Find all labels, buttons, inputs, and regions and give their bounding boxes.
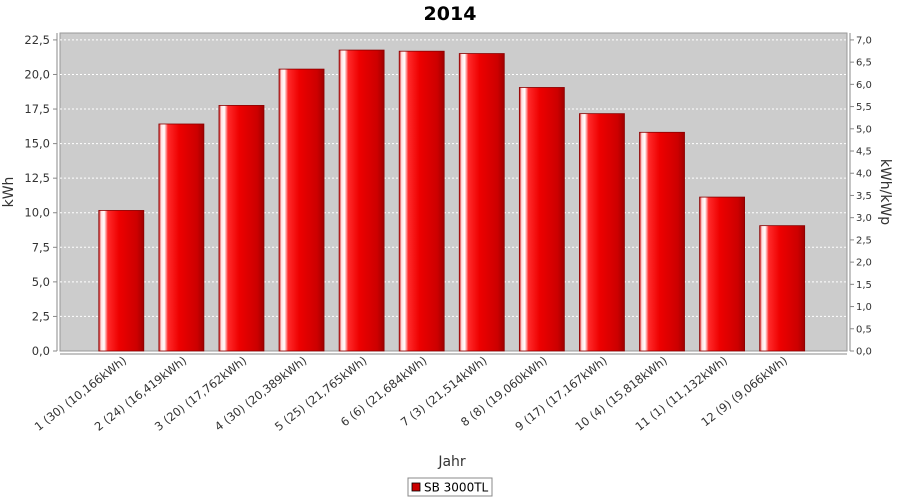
y2-tick-label: 2,0 [856, 258, 872, 269]
y-tick-label: 5,0 [32, 275, 50, 289]
bars [98, 49, 806, 352]
bar [338, 49, 385, 352]
y2-tick-label: 2,5 [856, 235, 872, 246]
y2-tick-label: 4,5 [856, 147, 872, 158]
x-axis-labels: 1 (30) (10,166kWh)2 (24) (16,419kWh)3 (2… [32, 353, 790, 433]
y-tick-label: 15,0 [24, 137, 50, 151]
y2-axis-title: kWh/kWp [877, 159, 893, 225]
bar [759, 225, 806, 352]
y-tick-label: 2,5 [32, 309, 50, 323]
y2-tick-label: 6,5 [856, 58, 872, 69]
legend-box [407, 477, 493, 497]
y2-tick-label: 7,0 [856, 35, 872, 46]
y2-tick-label: 1,5 [856, 280, 872, 291]
bar [218, 105, 265, 352]
y2-tick-label: 3,5 [856, 191, 872, 202]
bar [518, 87, 565, 352]
y2-tick-label: 0,0 [856, 347, 872, 358]
y-tick-label: 20,0 [24, 67, 50, 81]
y2-tick-label: 3,0 [856, 213, 872, 224]
y2-tick-label: 0,5 [856, 324, 872, 335]
y-tick-label: 22,5 [24, 33, 50, 47]
y2-tick-label: 5,0 [856, 124, 872, 135]
y-axis-ticks: 0,0 2,5 5,0 7,5 10,0 12,5 15,0 17,5 20,0 22,5 [24, 33, 57, 358]
gridlines [60, 39, 847, 317]
y-tick-label: 17,5 [24, 102, 50, 116]
bar [98, 210, 145, 352]
y-tick-label: 10,0 [24, 206, 50, 220]
legend-label: SB 3000TL [424, 481, 489, 495]
y2-tick-label: 1,0 [856, 302, 872, 313]
legend: SB 3000TL [407, 477, 493, 497]
bar [398, 50, 445, 352]
x-axis-title: Jahr [437, 454, 466, 470]
chart-title: 2014 [424, 3, 477, 25]
y2-tick-label: 4,0 [856, 169, 872, 180]
bar [458, 53, 505, 352]
y-tick-label: 0,0 [32, 344, 50, 358]
legend-swatch [411, 482, 421, 492]
y2-tick-label: 5,5 [856, 102, 872, 113]
y-tick-label: 7,5 [32, 240, 50, 254]
bar [579, 113, 625, 352]
bar [699, 196, 745, 352]
y-axis-title: kWh [1, 177, 17, 208]
bar [158, 123, 205, 352]
y2-axis-ticks: 0,0 0,5 1,0 1,5 2,0 2,5 3,0 3,5 4,0 4,5 5,0 5,5 6,0 6… [850, 35, 872, 358]
y-tick-label: 12,5 [24, 171, 50, 185]
y2-tick-label: 6,0 [856, 80, 872, 91]
bar [639, 131, 685, 352]
bar [278, 68, 325, 352]
